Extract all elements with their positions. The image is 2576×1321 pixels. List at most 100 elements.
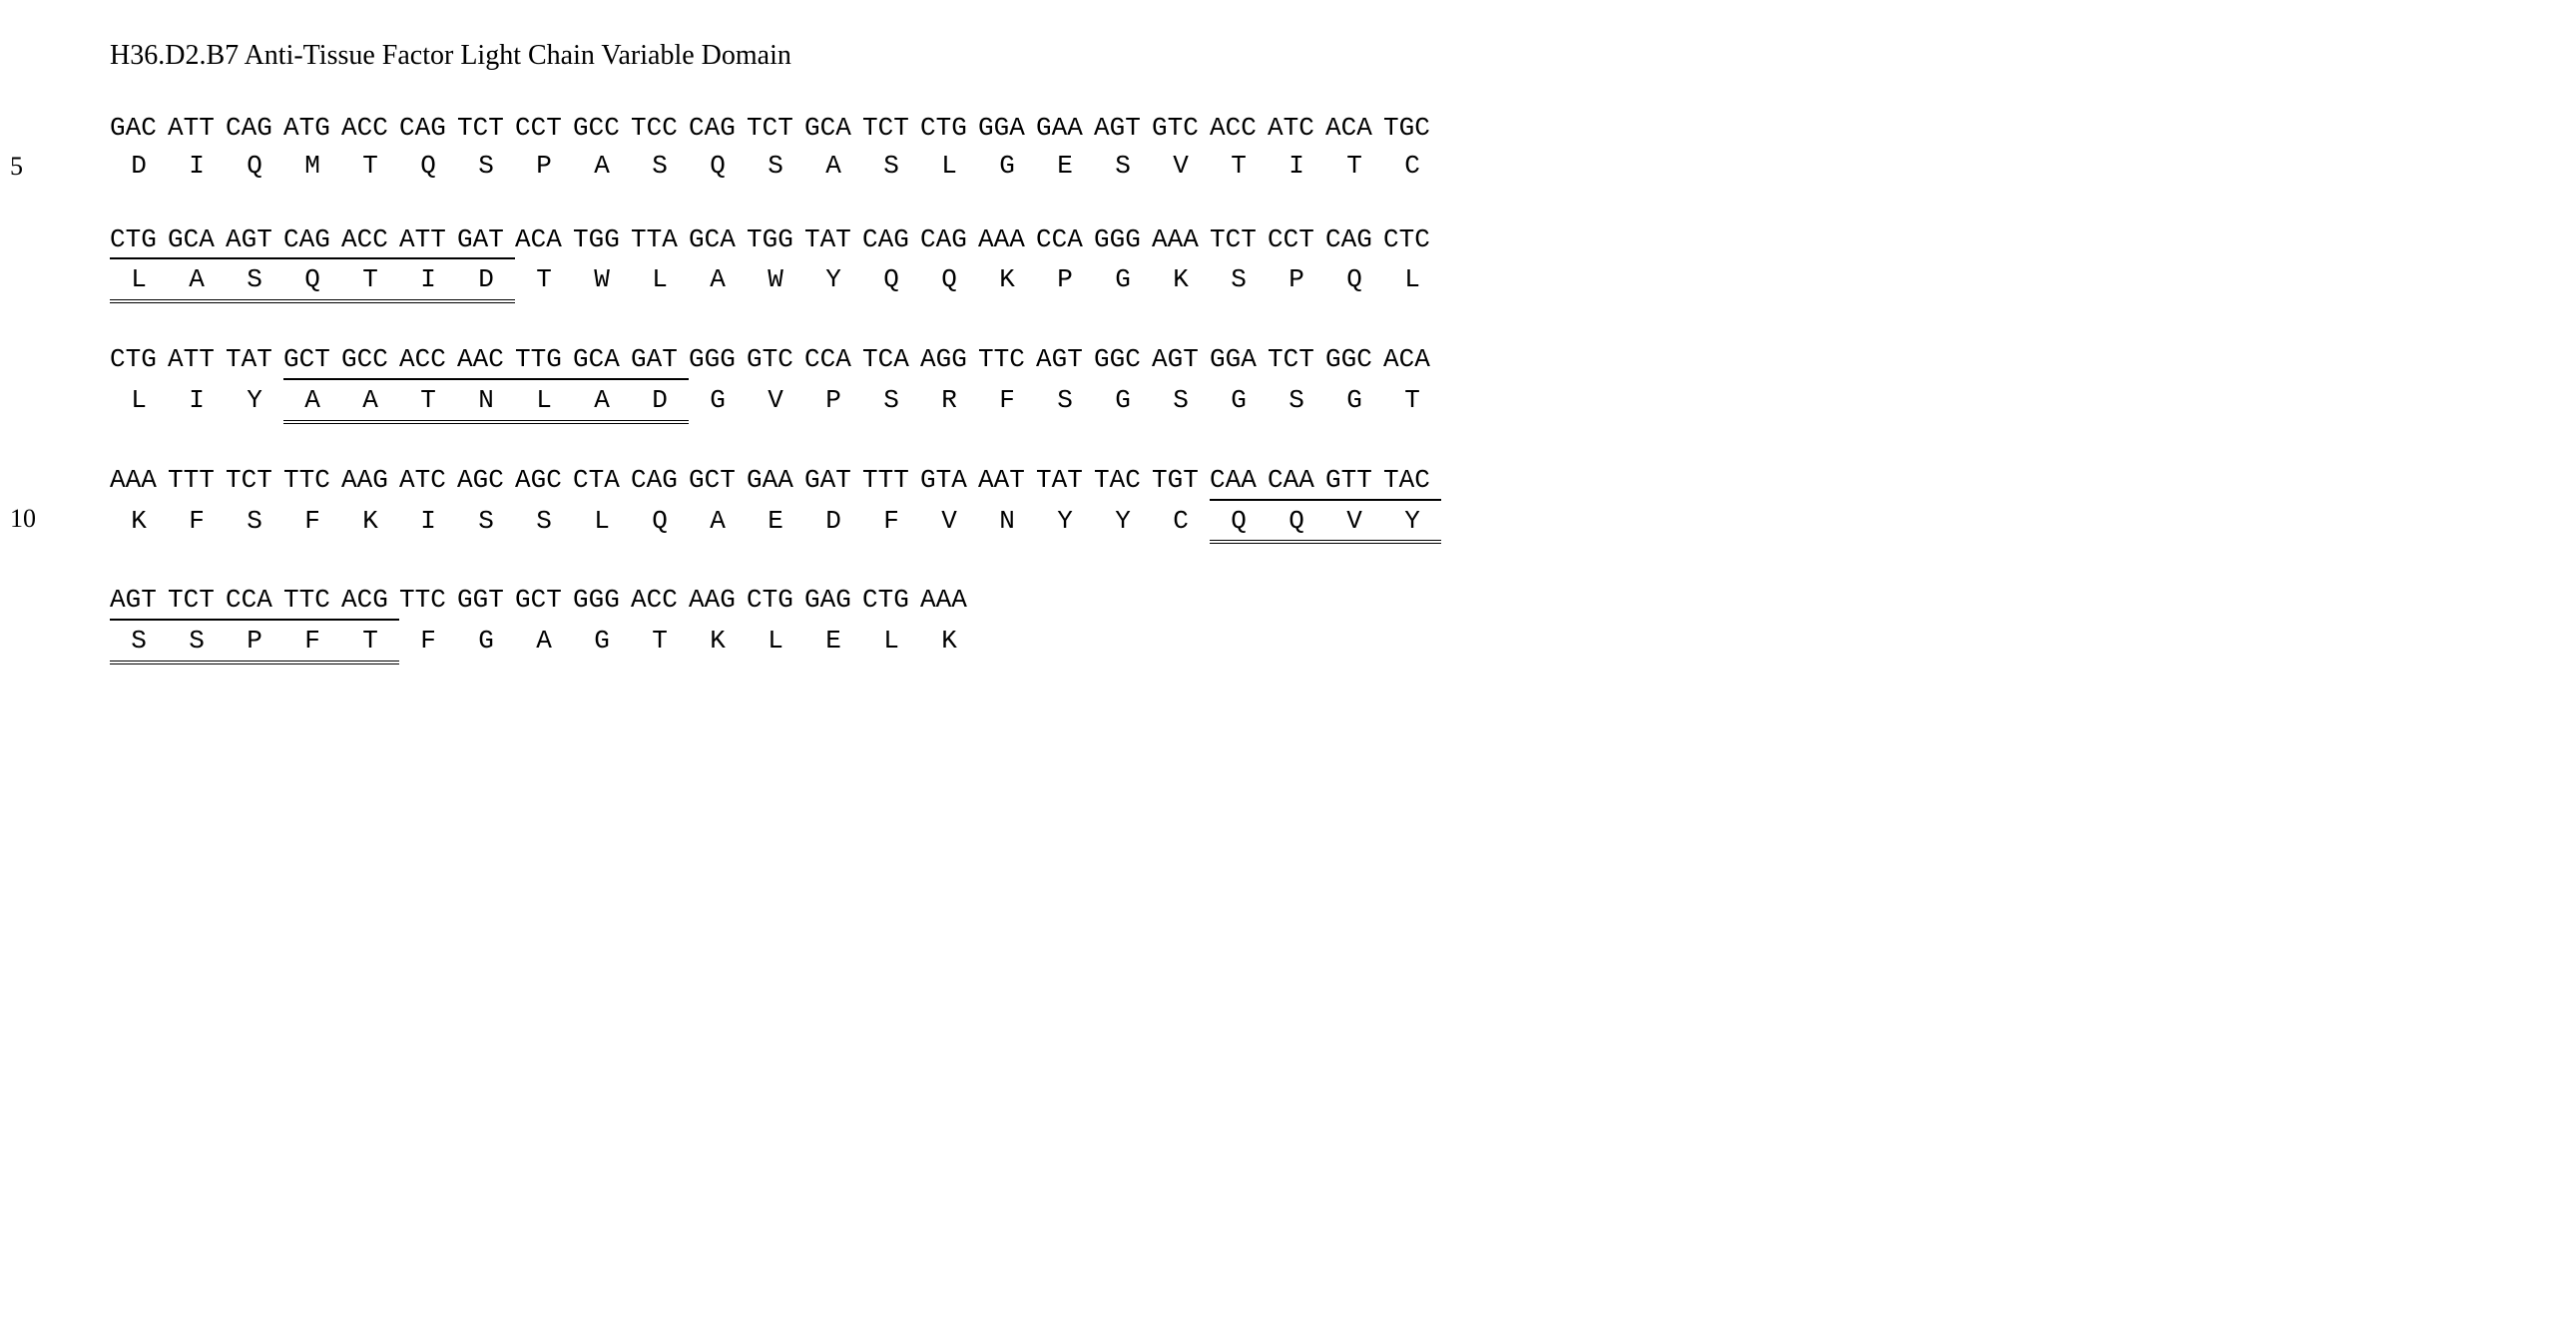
codon: ACC bbox=[631, 584, 689, 618]
amino-acid: T bbox=[515, 263, 573, 297]
amino-acid-row: SSPFTFGAGTKLELK bbox=[110, 625, 2516, 664]
dna-row: AGTTCTCCATTCACGTTCGGTGCTGGGACCAAGCTGGAGC… bbox=[110, 584, 2516, 621]
amino-acid: F bbox=[399, 625, 457, 659]
codon: GGT bbox=[457, 584, 515, 618]
codon: ATC bbox=[1268, 112, 1325, 146]
amino-acid: S bbox=[862, 150, 920, 184]
amino-acid: G bbox=[573, 625, 631, 659]
line-number: 5 bbox=[10, 152, 23, 182]
amino-acid: A bbox=[573, 150, 631, 184]
amino-acid: P bbox=[226, 625, 283, 664]
codon: CAG bbox=[226, 112, 283, 146]
amino-acid: G bbox=[1210, 384, 1268, 418]
codon: TTC bbox=[399, 584, 457, 618]
codon: GAG bbox=[804, 584, 862, 618]
codon: AGT bbox=[110, 584, 168, 621]
codon: AGT bbox=[1094, 112, 1152, 146]
codon: CAG bbox=[1325, 223, 1383, 257]
amino-acid: S bbox=[747, 150, 804, 184]
codon: TCA bbox=[862, 343, 920, 377]
dna-row: CTGGCAAGTCAGACCATTGATACATGGTTAGCATGGTATC… bbox=[110, 223, 2516, 260]
codon: GCC bbox=[341, 343, 399, 380]
amino-acid: G bbox=[689, 384, 747, 418]
amino-acid: N bbox=[978, 505, 1036, 539]
codon: CTA bbox=[573, 464, 631, 498]
codon: AAC bbox=[457, 343, 515, 380]
amino-acid: L bbox=[1383, 263, 1441, 297]
amino-acid: P bbox=[1036, 263, 1094, 297]
amino-acid: A bbox=[689, 505, 747, 539]
amino-acid: I bbox=[168, 150, 226, 184]
codon: AAA bbox=[1152, 223, 1210, 257]
amino-acid: S bbox=[226, 263, 283, 303]
amino-acid: S bbox=[1036, 384, 1094, 418]
amino-acid: K bbox=[110, 505, 168, 539]
sequence-title: H36.D2.B7 Anti-Tissue Factor Light Chain… bbox=[110, 40, 2516, 72]
codon: GAA bbox=[747, 464, 804, 498]
amino-acid: S bbox=[862, 384, 920, 418]
amino-acid: C bbox=[1152, 505, 1210, 539]
amino-acid: K bbox=[978, 263, 1036, 297]
amino-acid: T bbox=[1210, 150, 1268, 184]
codon: AGG bbox=[920, 343, 978, 377]
amino-acid: Y bbox=[804, 263, 862, 297]
codon: ATC bbox=[399, 464, 457, 498]
amino-acid: S bbox=[631, 150, 689, 184]
sequence-container: 5GACATTCAGATGACCCAGTCTCCTGCCTCCCAGTCTGCA… bbox=[60, 112, 2516, 664]
amino-acid: Q bbox=[1268, 505, 1325, 545]
codon: ATT bbox=[168, 343, 226, 377]
codon: TAC bbox=[1383, 464, 1441, 501]
codon: AAG bbox=[341, 464, 399, 498]
codon: TTG bbox=[515, 343, 573, 380]
codon: GTA bbox=[920, 464, 978, 498]
codon: GCT bbox=[283, 343, 341, 380]
codon: CTG bbox=[862, 584, 920, 618]
amino-acid: Q bbox=[1210, 505, 1268, 545]
amino-acid: A bbox=[689, 263, 747, 297]
amino-acid: S bbox=[1152, 384, 1210, 418]
amino-acid: A bbox=[168, 263, 226, 303]
amino-acid: L bbox=[110, 263, 168, 303]
codon: TGG bbox=[573, 223, 631, 257]
codon: TCT bbox=[457, 112, 515, 146]
codon: TTC bbox=[283, 464, 341, 498]
amino-acid: A bbox=[515, 625, 573, 659]
codon: TTC bbox=[283, 584, 341, 621]
amino-acid: L bbox=[573, 505, 631, 539]
codon: CAG bbox=[920, 223, 978, 257]
codon: CAG bbox=[283, 223, 341, 260]
amino-acid: I bbox=[1268, 150, 1325, 184]
codon: TAT bbox=[1036, 464, 1094, 498]
amino-acid: C bbox=[1383, 150, 1441, 184]
codon: TTT bbox=[168, 464, 226, 498]
amino-acid: D bbox=[804, 505, 862, 539]
codon: GCA bbox=[804, 112, 862, 146]
amino-acid: T bbox=[399, 384, 457, 424]
codon: CAA bbox=[1268, 464, 1325, 501]
codon: GGG bbox=[1094, 223, 1152, 257]
codon: CAG bbox=[399, 112, 457, 146]
amino-acid: I bbox=[168, 384, 226, 418]
amino-acid: M bbox=[283, 150, 341, 184]
amino-acid: L bbox=[747, 625, 804, 659]
amino-acid: F bbox=[862, 505, 920, 539]
sequence-row: CTGGCAAGTCAGACCATTGATACATGGTTAGCATGGTATC… bbox=[60, 223, 2516, 304]
codon: AGC bbox=[457, 464, 515, 498]
amino-acid: K bbox=[920, 625, 978, 659]
amino-acid: L bbox=[862, 625, 920, 659]
amino-acid: F bbox=[168, 505, 226, 539]
codon: GCA bbox=[168, 223, 226, 260]
codon: TGT bbox=[1152, 464, 1210, 498]
codon: GTT bbox=[1325, 464, 1383, 501]
amino-acid: V bbox=[1325, 505, 1383, 545]
codon: AAA bbox=[920, 584, 978, 618]
codon: AAA bbox=[110, 464, 168, 498]
codon: CTG bbox=[920, 112, 978, 146]
codon: TCT bbox=[1268, 343, 1325, 377]
amino-acid: W bbox=[747, 263, 804, 297]
codon: TCC bbox=[631, 112, 689, 146]
codon: CAG bbox=[862, 223, 920, 257]
amino-acid-row: LIYAATNLADGVPSRFSGSGSGT bbox=[110, 384, 2516, 424]
amino-acid: Q bbox=[226, 150, 283, 184]
codon: AGT bbox=[226, 223, 283, 260]
